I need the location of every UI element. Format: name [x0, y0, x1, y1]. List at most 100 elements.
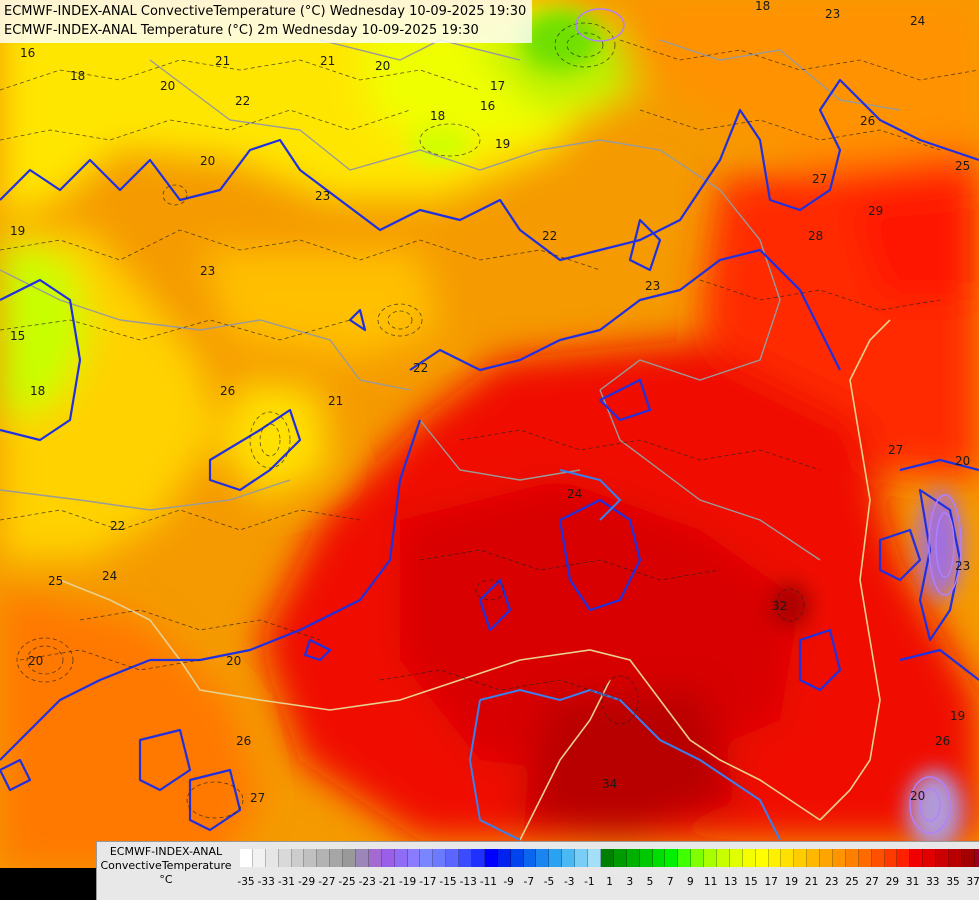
contour-label: 24: [102, 569, 117, 583]
legend-swatch: [768, 849, 782, 867]
contour-label: 15: [10, 329, 25, 343]
legend-swatch: [407, 849, 421, 867]
legend-tick-label: 33: [926, 876, 940, 888]
legend-swatch: [536, 849, 550, 867]
legend-tick-label: -7: [523, 876, 535, 888]
legend-swatch: [781, 849, 795, 867]
contour-label: 26: [236, 734, 251, 748]
legend-swatch: [845, 849, 859, 867]
contour-label: 21: [328, 394, 343, 408]
contour-label: 25: [955, 159, 970, 173]
contour-label: 19: [10, 224, 25, 238]
legend-swatch: [729, 849, 743, 867]
contour-labels: 16 18 20 21 22 20 21 17 16 18 19 23 20 19 23 22 23 22 26 21…: [10, 0, 970, 805]
legend-swatch: [652, 849, 666, 867]
contour-label: 34: [602, 777, 617, 791]
legend-swatch: [832, 849, 846, 867]
legend-tick-label: -3: [563, 876, 575, 888]
contour-label: 18: [430, 109, 445, 123]
contour-label: 19: [950, 709, 965, 723]
contour-label: 20: [160, 79, 175, 93]
legend-swatch: [626, 849, 640, 867]
contour-label: 23: [825, 7, 840, 21]
legend-swatch: [961, 849, 975, 867]
legend-swatch: [858, 849, 872, 867]
legend-swatch: [742, 849, 756, 867]
contour-label: 17: [490, 79, 505, 93]
contour-label: 32: [772, 599, 787, 613]
legend-swatch: [588, 849, 601, 867]
legend-tick-label: -21: [378, 876, 396, 888]
legend-tick-label: -33: [257, 876, 275, 888]
legend-swatch: [523, 849, 537, 867]
contour-label: 18: [30, 384, 45, 398]
legend-swatch: [472, 849, 485, 867]
color-legend: ECMWF-INDEX-ANAL ConvectiveTemperature °…: [96, 841, 979, 900]
legend-ticks: -35 -33 -31 -29 -27 -25 -23 -21 -19 -17 -15 -13 -11-…: [237, 876, 979, 890]
legend-swatch: [291, 849, 305, 867]
legend-swatch: [278, 849, 292, 867]
legend-swatch: [368, 849, 382, 867]
contour-label: 16: [20, 46, 35, 60]
contour-label: 27: [888, 443, 903, 457]
map-title: ECMWF-INDEX-ANAL ConvectiveTemperature (…: [0, 0, 533, 43]
legend-swatch: [820, 849, 833, 867]
legend-tick-label: 29: [885, 876, 900, 888]
contour-label: 24: [567, 487, 582, 501]
legend-tick-label: 13: [724, 876, 738, 888]
legend-swatch: [240, 849, 253, 867]
legend-tick-label: -17: [419, 876, 437, 888]
legend-swatch: [807, 849, 821, 867]
contour-label: 19: [495, 137, 510, 151]
legend-swatch: [433, 849, 447, 867]
legend-tick-label: -25: [338, 876, 356, 888]
contour-label: 20: [375, 59, 390, 73]
legend-tick-label: -31: [277, 876, 295, 888]
legend-swatch: [446, 849, 460, 867]
legend-swatch: [562, 849, 576, 867]
legend-tick-label: -35: [237, 876, 255, 888]
contour-label: 22: [542, 229, 557, 243]
contour-label: 26: [860, 114, 875, 128]
legend-swatch: [897, 849, 911, 867]
legend-tick-label: 9: [687, 876, 694, 888]
legend-tick-label: 27: [865, 876, 879, 888]
legend-swatch: [884, 849, 898, 867]
contour-label: 18: [70, 69, 85, 83]
legend-swatch: [549, 849, 563, 867]
contour-label: 21: [320, 54, 335, 68]
legend-name-line-1: ECMWF-INDEX-ANAL: [109, 845, 223, 858]
country-borders: [0, 39, 901, 561]
legend-swatch: [794, 849, 808, 867]
legend-swatch: [716, 849, 730, 867]
contour-label: 22: [110, 519, 125, 533]
contour-label: 23: [645, 279, 660, 293]
contour-label: 27: [250, 791, 265, 805]
contour-label: 24: [910, 14, 925, 28]
legend-swatch: [330, 849, 344, 867]
legend-swatch: [317, 849, 331, 867]
legend-tick-label: -27: [318, 876, 336, 888]
legend-tick-label: 17: [764, 876, 778, 888]
legend-swatch: [252, 849, 266, 867]
legend-tick-label: 21: [804, 876, 819, 888]
legend-tick-label: -5: [543, 876, 555, 888]
legend-swatch: [356, 849, 369, 867]
legend-swatch: [665, 849, 679, 867]
contour-label: 23: [955, 559, 970, 573]
legend-swatch: [265, 849, 279, 867]
legend-swatches: [240, 849, 979, 867]
contour-label: 23: [200, 264, 215, 278]
legend-tick-label: -9: [503, 876, 514, 888]
purple-contours: [575, 8, 962, 834]
legend-swatch: [497, 849, 511, 867]
legend-tick-label: -19: [399, 876, 417, 888]
contour-label: 26: [220, 384, 235, 398]
legend-swatch: [923, 849, 937, 867]
legend-swatch: [755, 849, 769, 867]
legend-tick-label: 3: [626, 876, 634, 888]
legend-swatch: [678, 849, 692, 867]
